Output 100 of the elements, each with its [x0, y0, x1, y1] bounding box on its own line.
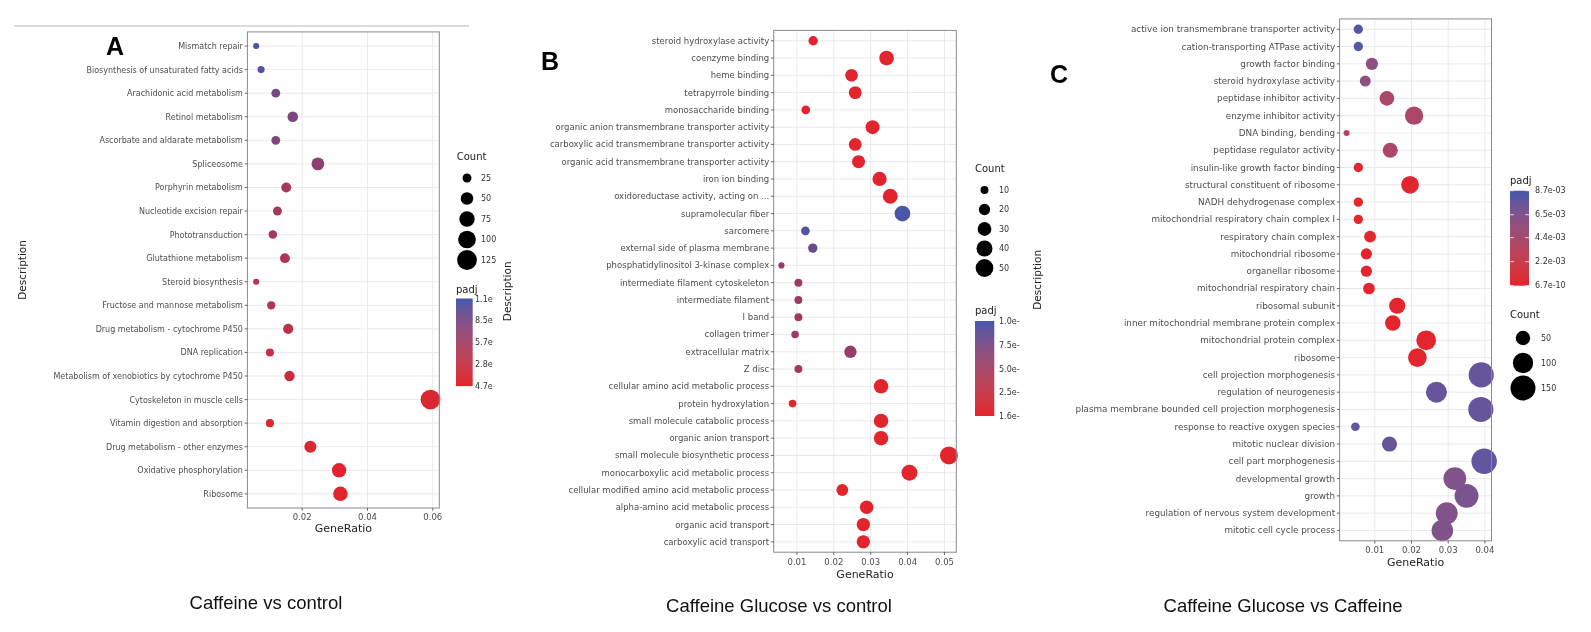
y-tick-label: Vitamin digestion and absorption [110, 418, 243, 428]
y-tick-label: Glutathione metabolism [146, 253, 244, 263]
y-tick-label: intermediate filament [676, 294, 770, 305]
y-tick-label: small molecule biosynthetic process [614, 450, 770, 461]
y-tick-label: ribosomal subunit [1256, 300, 1336, 311]
legend-label: 50 [1541, 333, 1552, 343]
color-bar-label: 8.7e-03 [1535, 186, 1566, 196]
x-axis-title: GeneRatio [836, 568, 894, 581]
y-tick-label: Drug metabolism - other enzymes [105, 442, 243, 452]
y-tick-label: growth factor binding [1240, 58, 1336, 69]
y-axis-title: Description [1031, 249, 1043, 310]
color-bar-label: 6.7e-10 [1535, 281, 1566, 291]
y-tick-label: Porphyrin metabolism [155, 182, 244, 192]
y-tick-label: phosphatidylinositol 3-kinase complex [606, 260, 770, 271]
y-tick-label: tetrapyrrole binding [684, 87, 770, 98]
y-tick-label: Biosynthesis of unsaturated fatty acids [86, 65, 243, 75]
legend-label: 100 [481, 235, 497, 244]
y-tick-label: cellular modified amino acid metabolic process [568, 485, 770, 495]
y-tick-label: mitochondrial respiratory chain [1196, 283, 1336, 294]
text: Caffeine Glucose vs control [666, 595, 892, 616]
x-axis-title: GeneRatio [314, 522, 373, 535]
text: Caffeine vs control [189, 592, 343, 613]
y-tick-label: Cytoskeleton in muscle cells [129, 395, 243, 405]
y-tick-label: peptidase regulator activity [1213, 145, 1336, 156]
y-tick-label: Drug metabolism - cytochrome P450 [95, 324, 243, 334]
text: B [540, 47, 560, 75]
y-tick-label: Spliceosome [192, 159, 243, 169]
x-tick-label: 0.02 [824, 557, 844, 567]
y-tick-label: cellular amino acid metabolic process [608, 381, 770, 392]
y-tick-label: Z disc [743, 364, 770, 375]
y-tick-label: plasma membrane bounded cell projection morphogenesis [1075, 404, 1336, 415]
y-tick-label: peptidase inhibitor activity [1217, 93, 1336, 104]
y-tick-label: coenzyme binding [691, 53, 770, 64]
text: 8.5e [475, 315, 493, 325]
y-tick-label: DNA replication [180, 347, 243, 357]
y-tick-label: Oxidative phosphorylation [137, 465, 243, 475]
y-tick-label: Mismatch repair [178, 41, 244, 51]
x-tick-label: 0.02 [292, 512, 312, 522]
legend-label: 10 [999, 185, 1010, 195]
y-tick-label: intermediate filament cytoskeleton [619, 277, 770, 288]
y-tick-label: external side of plasma membrane [620, 243, 770, 254]
color-bar-title: padj [456, 284, 478, 295]
y-axis-title: Description [16, 240, 28, 300]
legend-label: 125 [481, 255, 497, 265]
y-tick-label: carboxylic acid transport [663, 536, 770, 547]
x-tick-label: 0.01 [1365, 545, 1385, 555]
x-tick-label: 0.05 [935, 557, 954, 567]
x-tick-label: 0.03 [861, 557, 881, 567]
y-tick-label: carboxylic acid transmembrane transporter activity [549, 139, 770, 150]
y-tick-label: NADH dehydrogenase complex [1198, 197, 1336, 208]
y-tick-label: iron ion binding [702, 173, 770, 184]
chart-title: A [105, 32, 125, 60]
y-tick-label: cation-transporting ATPase activity [1181, 41, 1336, 52]
text: 1.1e [475, 294, 493, 303]
y-tick-label: organellar ribosome [1246, 266, 1336, 277]
color-bar-label: 4.4e-03 [1535, 233, 1566, 243]
y-tick-label: Nucleotide excision repair [139, 206, 244, 216]
y-tick-label: Arachidonic acid metabolism [127, 88, 244, 98]
y-tick-label: ribosome [1294, 352, 1336, 363]
legend-label: 50 [481, 194, 492, 203]
text: 5.0e- [999, 364, 1020, 373]
y-tick-label: Fructose and mannose metabolism [102, 300, 244, 310]
y-tick-label: organic anion transmembrane transporter activity [555, 122, 770, 133]
y-tick-label: organic acid transport [675, 519, 770, 530]
x-tick-label: 0.02 [1402, 545, 1421, 555]
y-tick-label: active ion transmembrane transporter activity [1130, 24, 1336, 35]
y-tick-label: mitochondrial protein complex [1200, 335, 1336, 346]
y-tick-label: supramolecular fiber [680, 208, 770, 219]
y-tick-label: oxidoreductase activity, acting on ... [614, 191, 770, 202]
y-tick-label: growth [1304, 490, 1336, 501]
y-tick-label: heme binding [710, 70, 770, 81]
y-tick-label: Ribosome [203, 489, 243, 499]
color-bar-title: padj [1510, 175, 1532, 186]
y-tick-label: alpha-amino acid metabolic process [615, 502, 770, 513]
text: C [1049, 60, 1069, 88]
x-tick-label: 0.01 [787, 557, 807, 567]
y-tick-label: Metabolism of xenobiotics by cytochrome P450 [53, 371, 243, 381]
legend-title: Count [456, 151, 487, 162]
y-tick-label: Phototransduction [169, 230, 243, 240]
y-tick-label: organic anion transport [669, 433, 770, 444]
legend-label: 100 [1541, 358, 1557, 368]
legend-label: 50 [999, 263, 1010, 273]
y-tick-label: mitochondrial respiratory chain complex I [1151, 214, 1336, 225]
y-tick-label: monosaccharide binding [664, 104, 770, 115]
legend-label: 75 [481, 214, 492, 224]
y-tick-label: organic acid transmembrane transporter activity [561, 156, 770, 167]
y-tick-label: respiratory chain complex [1220, 231, 1336, 242]
y-tick-label: steroid hydroxylase activity [651, 35, 770, 46]
text: 7.5e- [999, 340, 1020, 350]
y-tick-label: cell part morphogenesis [1228, 456, 1336, 467]
y-tick-label: cell projection morphogenesis [1202, 369, 1336, 380]
y-tick-label: enzyme inhibitor activity [1225, 110, 1336, 121]
y-tick-label: structural constituent of ribosome [1184, 179, 1336, 190]
y-tick-label: DNA binding, bending [1238, 127, 1336, 138]
text: 4.7e [475, 381, 493, 391]
legend-label: 150 [1541, 383, 1557, 393]
color-bar-title: padj [975, 304, 997, 316]
x-axis-title: GeneRatio [1386, 556, 1445, 569]
y-tick-label: regulation of nervous system development [1145, 508, 1336, 519]
y-tick-label: protein hydroxylation [678, 398, 770, 409]
